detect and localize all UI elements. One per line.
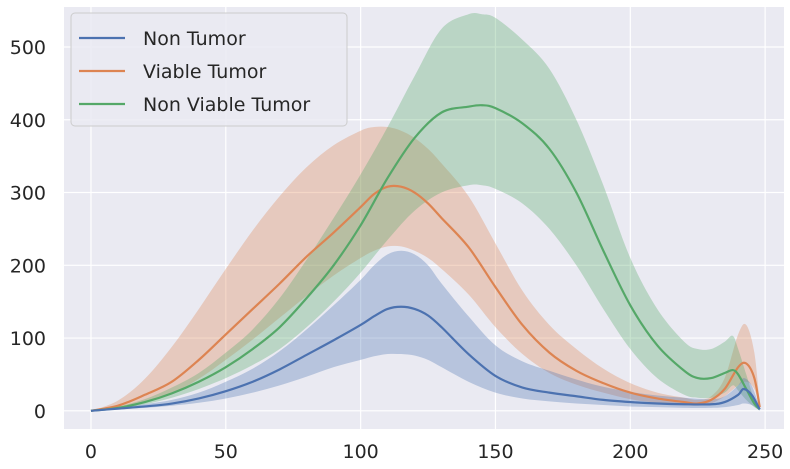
legend: Non Tumor Viable Tumor Non Viable Tumor xyxy=(70,12,348,127)
band-non-tumor xyxy=(90,250,760,411)
y-axis-ticks: 0 100 200 300 400 500 xyxy=(10,37,46,423)
y-tick-label: 0 xyxy=(34,401,46,423)
series-lines xyxy=(90,104,761,412)
x-tick-label: 100 xyxy=(342,441,378,463)
line-non-viable-tumor xyxy=(90,104,761,412)
y-tick-label: 500 xyxy=(10,37,46,59)
band-viable-tumor xyxy=(90,126,760,411)
x-axis-ticks: 0 50 100 150 200 250 xyxy=(85,441,783,463)
legend-box xyxy=(70,12,348,127)
grid-lines xyxy=(64,7,784,429)
line-non-tumor xyxy=(90,305,761,412)
y-tick-label: 400 xyxy=(10,110,46,132)
legend-item-non-tumor-label: Non Tumor xyxy=(143,28,246,50)
band-non-viable-tumor xyxy=(90,13,760,411)
x-tick-label: 150 xyxy=(477,441,513,463)
line-viable-tumor xyxy=(90,184,761,412)
x-tick-label: 200 xyxy=(612,441,648,463)
legend-item-viable-tumor-label: Viable Tumor xyxy=(143,61,266,83)
x-tick-label: 0 xyxy=(85,441,97,463)
x-tick-label: 250 xyxy=(747,441,783,463)
x-tick-label: 50 xyxy=(214,441,238,463)
confidence-bands xyxy=(90,13,760,411)
y-tick-label: 300 xyxy=(10,183,46,205)
y-tick-label: 200 xyxy=(10,255,46,277)
y-tick-label: 100 xyxy=(10,328,46,350)
legend-item-non-viable-tumor-label: Non Viable Tumor xyxy=(143,94,310,116)
